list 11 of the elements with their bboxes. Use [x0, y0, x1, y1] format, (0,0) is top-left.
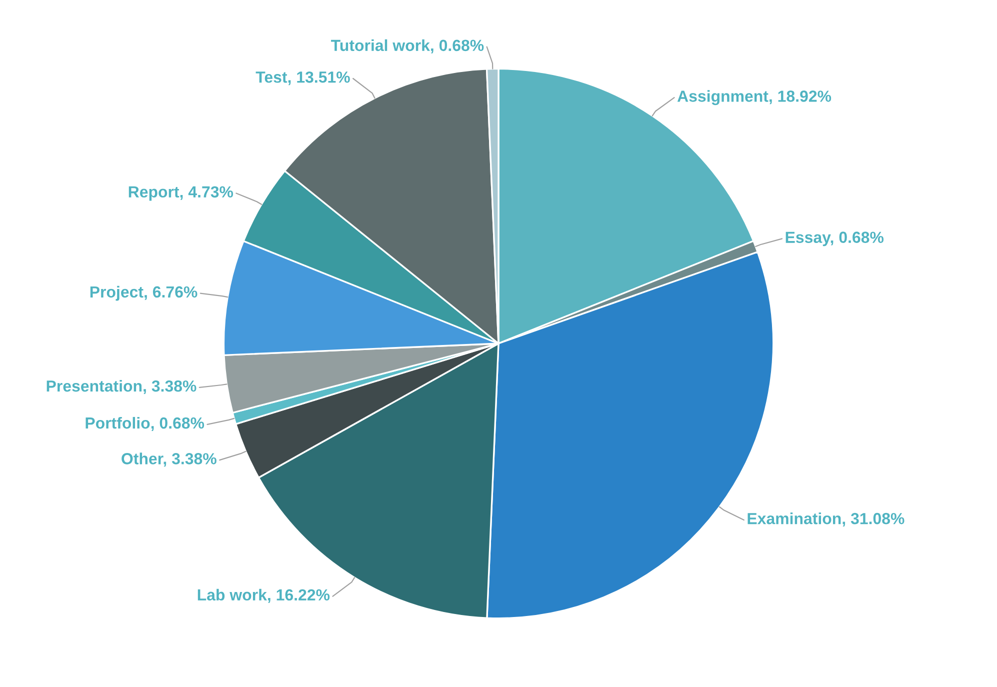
slice-label: Tutorial work, 0.68% — [331, 39, 484, 54]
slice-label: Essay, 0.68% — [786, 232, 884, 246]
slice-label: Test, 13.51% — [256, 71, 350, 86]
slice-label: Portfolio, 0.68% — [86, 416, 204, 432]
slice-label: Lab work, 16.22% — [198, 588, 330, 603]
slice-label: Report, 4.73% — [128, 186, 234, 201]
slice-label: Examination, 31.08% — [748, 512, 904, 527]
slice-label: Project, 6.76% — [90, 286, 198, 301]
slice-label: Other, 3.38% — [122, 452, 216, 467]
slice-label: Presentation, 3.38% — [46, 380, 196, 394]
slice-label: Assignment, 18.92% — [677, 90, 832, 106]
